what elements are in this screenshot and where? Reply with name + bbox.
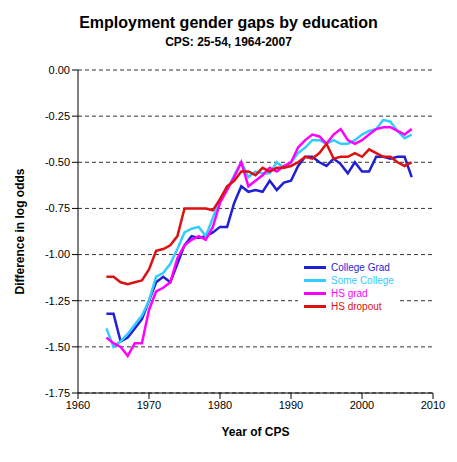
html-text:HS grad: HS grad <box>331 288 368 299</box>
svg-text:-1.00: -1.00 <box>45 248 70 260</box>
html-text:Some College: Some College <box>331 275 394 286</box>
svg-text:1970: 1970 <box>137 399 161 411</box>
svg-text:Difference in log odds: Difference in log odds <box>13 168 27 294</box>
svg-text:-1.75: -1.75 <box>45 387 70 399</box>
svg-text:2010: 2010 <box>421 399 445 411</box>
svg-text:-0.75: -0.75 <box>45 202 70 214</box>
svg-text:Year of CPS: Year of CPS <box>221 425 289 439</box>
html-text:HS dropout: HS dropout <box>331 301 382 312</box>
svg-text:1960: 1960 <box>66 399 90 411</box>
svg-text:-0.50: -0.50 <box>45 156 70 168</box>
html-text:CPS: 25-54, 1964-2007: CPS: 25-54, 1964-2007 <box>165 35 292 49</box>
svg-text:-1.25: -1.25 <box>45 295 70 307</box>
svg-text:2000: 2000 <box>350 399 374 411</box>
html-text:College Grad: College Grad <box>331 262 390 273</box>
svg-text:-0.25: -0.25 <box>45 110 70 122</box>
svg-text:-1.50: -1.50 <box>45 341 70 353</box>
svg-text:1980: 1980 <box>208 399 232 411</box>
html-text:Employment gender gaps by educ: Employment gender gaps by education <box>79 14 378 31</box>
svg-text:0.00: 0.00 <box>49 64 70 76</box>
svg-text:1990: 1990 <box>279 399 303 411</box>
